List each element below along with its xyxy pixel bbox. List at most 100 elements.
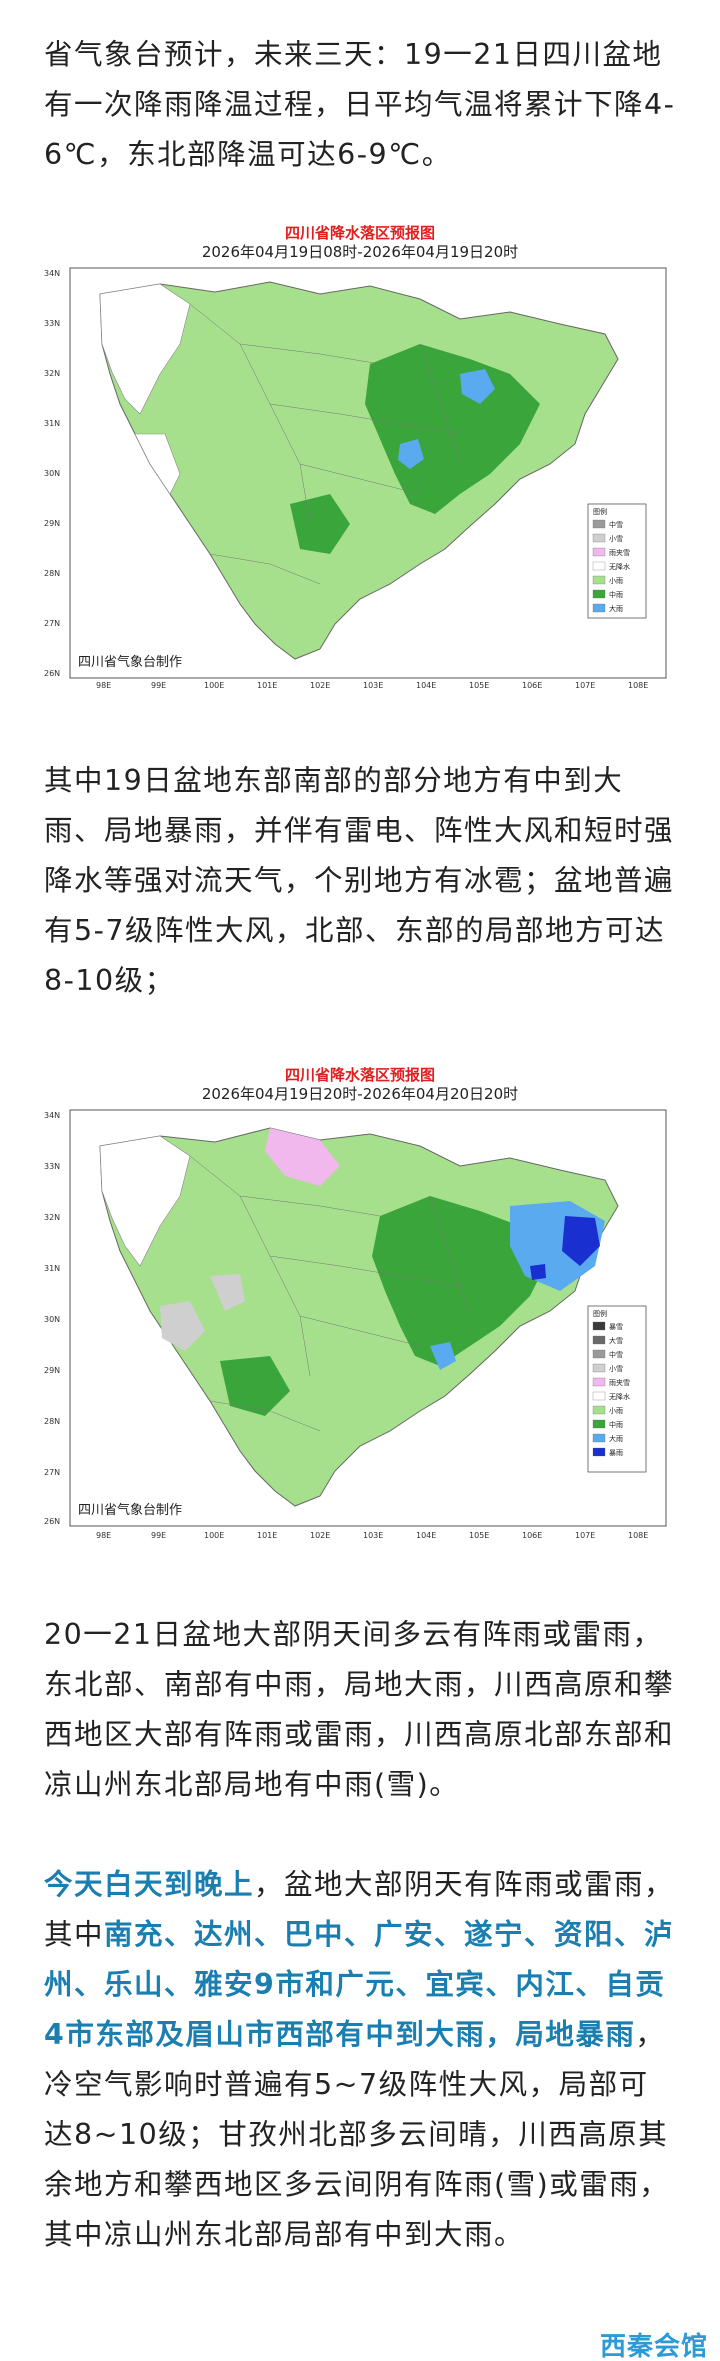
legend-swatch (592, 1433, 606, 1443)
day20-21-forecast-paragraph: 20一21日盆地大部阴天间多云有阵雨或雷雨，东北部、南部有中雨，局地大雨，川西高… (44, 1618, 675, 1801)
map-legend: 图例 中雪 小雪 雨夹雪 无降水 小雨 中雨 大雨 (587, 503, 647, 619)
precipitation-forecast-map-1: 四川省降水落区预报图 2026年04月19日08时-2026年04月19日20时… (40, 222, 680, 692)
legend-label: 暴雨 (609, 1449, 623, 1457)
lat-tick: 31N (44, 1264, 60, 1273)
lat-tick: 26N (44, 669, 60, 678)
legend-swatch (592, 1335, 606, 1345)
legend-label: 大雪 (609, 1336, 623, 1345)
lat-tick: 30N (44, 1315, 60, 1324)
watermark-logo: 西秦会馆 (599, 2332, 708, 2361)
legend-label: 小雨 (609, 576, 623, 585)
legend-swatch (592, 603, 606, 613)
lat-tick: 27N (44, 619, 60, 628)
legend-label: 大雨 (609, 1434, 623, 1443)
legend-swatch (592, 1321, 606, 1331)
legend-swatch (592, 575, 606, 585)
storm-area (530, 1264, 546, 1280)
lon-tick: 101E (257, 1531, 277, 1540)
day19-forecast-paragraph: 其中19日盆地东部南部的部分地方有中到大雨、局地暴雨，并伴有雷电、阵性大风和短时… (44, 764, 675, 997)
legend-label: 暴雪 (609, 1323, 623, 1331)
lat-tick: 29N (44, 519, 60, 528)
lat-tick: 32N (44, 369, 60, 378)
light-snow-area (160, 1301, 205, 1351)
heavy-rain-area (460, 369, 495, 404)
lon-tick: 105E (469, 1531, 489, 1540)
light-snow-area (210, 1274, 245, 1311)
legend-label: 雨夹雪 (609, 1378, 630, 1387)
legend-swatch (592, 561, 606, 571)
map-subtitle: 2026年04月19日20时-2026年04月20日20时 (201, 1085, 519, 1103)
legend-swatch (592, 1349, 606, 1359)
lon-tick: 103E (363, 681, 383, 690)
legend-label: 大雨 (609, 604, 623, 613)
lon-tick: 104E (416, 681, 436, 690)
highlight-cities: 南充、达州、巴中、广安、遂宁、资阳、泸州、乐山、雅安9市和广元、宜宾、内江、自贡… (44, 1918, 675, 2051)
lon-tick: 101E (257, 681, 277, 690)
no-rain-area (99, 1135, 191, 1267)
map-legend: 图例 暴雪 大雪 中雪 小雪 雨夹雪 无降水 小雨 中雨 大雨 暴雨 (587, 1305, 647, 1473)
moderate-rain-area (372, 1196, 550, 1366)
legend-swatch (592, 533, 606, 543)
heavy-rain-area (398, 439, 424, 469)
lat-tick: 28N (44, 1417, 60, 1426)
lon-tick: 102E (310, 681, 330, 690)
map-title: 四川省降水落区预报图 (284, 1066, 435, 1084)
heavy-rain-area (430, 1342, 456, 1370)
moderate-rain-area (365, 344, 540, 514)
legend-label: 小雪 (609, 1364, 623, 1373)
highlight-period: 今天白天到晚上 (44, 1868, 255, 1901)
legend-label: 小雪 (609, 534, 623, 543)
legend-label: 中雪 (609, 520, 623, 529)
lat-tick: 32N (44, 1213, 60, 1222)
legend-swatch (592, 1377, 606, 1387)
legend-swatch (592, 519, 606, 529)
legend-swatch (592, 1405, 606, 1415)
sleet-area (265, 1128, 340, 1186)
today-forecast-paragraph: 今天白天到晚上，盆地大部阴天有阵雨或雷雨，其中南充、达州、巴中、广安、遂宁、资阳… (44, 1860, 678, 2260)
forecast-intro-paragraph: 省气象台预计，未来三天：19一21日四川盆地有一次降雨降温过程，日平均气温将累计… (44, 38, 676, 171)
moderate-rain-area (220, 1356, 290, 1416)
legend-title: 图例 (593, 1309, 607, 1318)
lon-tick: 108E (628, 1531, 648, 1540)
no-rain-area (134, 433, 181, 495)
map-subtitle: 2026年04月19日08时-2026年04月19日20时 (201, 243, 519, 261)
lon-tick: 99E (151, 681, 166, 690)
legend-label: 中雨 (609, 1420, 623, 1429)
lat-tick: 29N (44, 1366, 60, 1375)
storm-area (562, 1216, 600, 1266)
lon-tick: 105E (469, 681, 489, 690)
rainfall-map-image: 34N 33N 32N 31N 30N 29N 28N 27N 26N 98E … (44, 1109, 667, 1540)
legend-label: 中雨 (609, 590, 623, 599)
lat-tick: 34N (44, 269, 60, 278)
lon-tick: 98E (96, 1531, 111, 1540)
lon-tick: 106E (522, 1531, 542, 1540)
map-credit: 四川省气象台制作 (78, 1502, 182, 1518)
lon-tick: 99E (151, 1531, 166, 1540)
legend-swatch (592, 589, 606, 599)
lon-tick: 107E (575, 681, 595, 690)
legend-swatch (592, 1419, 606, 1429)
legend-label: 小雨 (609, 1406, 623, 1415)
no-rain-area (99, 283, 191, 415)
lon-tick: 100E (204, 681, 224, 690)
legend-swatch (592, 1391, 606, 1401)
legend-swatch (592, 1447, 606, 1457)
map-credit: 四川省气象台制作 (78, 654, 182, 670)
lat-tick: 27N (44, 1468, 60, 1477)
lat-tick: 28N (44, 569, 60, 578)
lat-tick: 30N (44, 469, 60, 478)
lon-tick: 100E (204, 1531, 224, 1540)
lat-tick: 26N (44, 1517, 60, 1526)
lon-tick: 102E (310, 1531, 330, 1540)
lon-tick: 108E (628, 681, 648, 690)
legend-label: 雨夹雪 (609, 548, 630, 557)
lat-tick: 31N (44, 419, 60, 428)
legend-label: 无降水 (609, 1392, 630, 1401)
paragraph-text: ，冷空气影响时普遍有5~7级阵性大风，局部可达8~10级；甘孜州北部多云间晴，川… (44, 2018, 670, 2251)
precipitation-forecast-map-2: 四川省降水落区预报图 2026年04月19日20时-2026年04月20日20时… (40, 1064, 680, 1544)
paragraph-text: ，盆地大部阴天有阵雨或雷雨，其中 (44, 1868, 675, 1951)
lon-tick: 98E (96, 681, 111, 690)
legend-swatch (592, 547, 606, 557)
lon-tick: 107E (575, 1531, 595, 1540)
legend-swatch (592, 1363, 606, 1373)
